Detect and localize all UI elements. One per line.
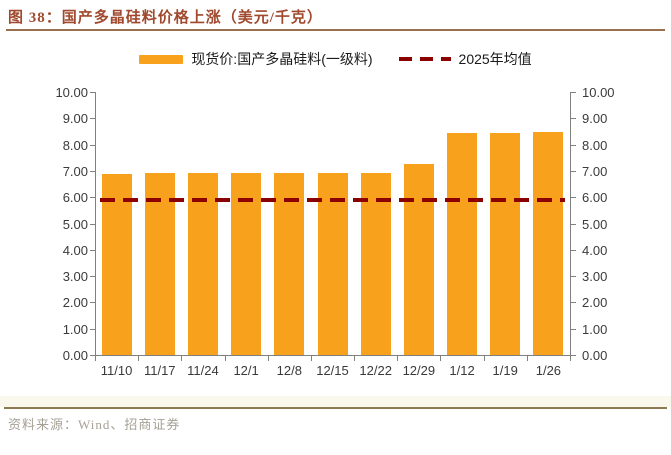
legend-bar-label: 现货价:国产多晶硅料(一级料) xyxy=(191,51,373,67)
y-tick-left xyxy=(90,92,95,93)
y-tick-right xyxy=(571,249,576,251)
y-tick-left xyxy=(90,223,95,225)
footer-rule xyxy=(4,407,667,409)
bar xyxy=(447,133,478,355)
y-axis-label-left: 2.00 xyxy=(62,295,88,311)
y-axis-label-right: 9.00 xyxy=(582,111,608,127)
x-axis-label: 11/24 xyxy=(187,363,219,378)
x-axis-label: 1/12 xyxy=(449,363,475,378)
x-axis-label: 1/26 xyxy=(535,363,562,378)
y-axis-label-right: 3.00 xyxy=(582,269,608,285)
y-axis-label-left: 6.00 xyxy=(62,190,88,206)
bar xyxy=(533,131,564,355)
x-axis-label: 12/8 xyxy=(276,363,302,378)
y-tick-left xyxy=(90,249,95,251)
y-tick-right xyxy=(571,170,576,172)
bar xyxy=(231,172,262,355)
y-tick-right xyxy=(571,92,576,93)
x-tick xyxy=(224,356,226,361)
source-note: 资料来源：Wind、招商证券 xyxy=(8,417,181,432)
x-tick xyxy=(397,356,399,361)
y-axis-line-right xyxy=(570,92,571,355)
legend-item-2025-mean: 2025年均值 xyxy=(398,49,532,69)
bar xyxy=(274,172,305,355)
x-tick xyxy=(440,356,442,361)
y-axis-label-left: 8.00 xyxy=(62,137,88,153)
y-axis-label-left: 3.00 xyxy=(62,269,88,285)
x-tick xyxy=(483,356,485,361)
y-axis-label-right: 10.00 xyxy=(582,85,615,100)
x-axis-label: 12/15 xyxy=(316,363,349,378)
legend-item-spot-price: 现货价:国产多晶硅料(一级料) xyxy=(139,49,373,69)
y-tick-right xyxy=(571,197,576,199)
x-tick xyxy=(138,356,140,361)
bar xyxy=(187,172,218,355)
y-axis-label-right: 7.00 xyxy=(582,163,608,179)
y-tick-right xyxy=(571,144,576,146)
y-axis-label-left: 10.00 xyxy=(55,85,88,100)
x-tick xyxy=(267,356,269,361)
y-axis-label-right: 1.00 xyxy=(582,321,608,337)
chart-legend: 现货价:国产多晶硅料(一级料) 2025年均值 xyxy=(0,49,671,69)
y-axis-label-right: 6.00 xyxy=(582,190,608,206)
footer-band xyxy=(0,396,671,407)
x-tick xyxy=(181,356,183,361)
y-tick-left xyxy=(90,328,95,330)
bar xyxy=(360,172,391,355)
y-axis-label-left: 1.00 xyxy=(62,321,88,337)
y-tick-left xyxy=(90,118,95,120)
bar xyxy=(490,133,521,355)
y-axis-label-left: 5.00 xyxy=(62,216,88,232)
title-rule xyxy=(6,29,665,31)
y-axis-label-left: 9.00 xyxy=(62,111,88,127)
y-axis-label-right: 8.00 xyxy=(582,137,608,153)
y-axis-label-right: 5.00 xyxy=(582,216,608,232)
x-tick xyxy=(310,356,312,361)
y-axis-line-left xyxy=(95,92,96,355)
y-tick-left xyxy=(90,302,95,304)
legend-bar-swatch-icon xyxy=(139,54,184,64)
y-axis-label-right: 2.00 xyxy=(582,295,608,311)
y-tick-right xyxy=(571,302,576,304)
figure-title: 图 38：国产多晶硅料价格上涨（美元/千克） xyxy=(8,10,323,26)
x-tick xyxy=(354,356,356,361)
y-tick-right xyxy=(571,118,576,120)
mean-line xyxy=(100,198,565,203)
y-tick-right xyxy=(571,223,576,225)
x-axis-label: 11/17 xyxy=(143,363,176,378)
y-axis-label-right: 0.00 xyxy=(582,348,608,363)
y-axis-label-left: 7.00 xyxy=(62,163,88,179)
bar xyxy=(317,172,348,355)
bar xyxy=(403,164,434,355)
y-tick-left xyxy=(90,170,95,172)
x-axis-line xyxy=(95,355,571,356)
y-tick-left xyxy=(90,276,95,278)
bar xyxy=(144,172,175,355)
x-axis-label: 1/19 xyxy=(492,363,518,378)
y-tick-left xyxy=(90,197,95,199)
y-tick-left xyxy=(90,144,95,146)
y-axis-label-left: 4.00 xyxy=(62,242,88,258)
legend-dash-swatch-icon xyxy=(398,57,451,61)
y-axis-label-right: 4.00 xyxy=(582,242,608,258)
y-axis-label-left: 0.00 xyxy=(62,348,88,363)
y-tick-right xyxy=(571,276,576,278)
y-tick-right xyxy=(571,355,576,356)
x-tick xyxy=(570,356,571,361)
legend-line-label: 2025年均值 xyxy=(458,51,532,67)
x-axis-label: 11/10 xyxy=(100,363,133,378)
x-axis-label: 12/22 xyxy=(359,363,392,378)
y-tick-right xyxy=(571,328,576,330)
x-tick xyxy=(95,356,96,361)
x-axis-label: 12/1 xyxy=(233,363,259,378)
y-tick-left xyxy=(90,355,95,356)
x-tick xyxy=(526,356,528,361)
x-axis-label: 12/29 xyxy=(402,363,436,378)
bar xyxy=(101,173,132,355)
